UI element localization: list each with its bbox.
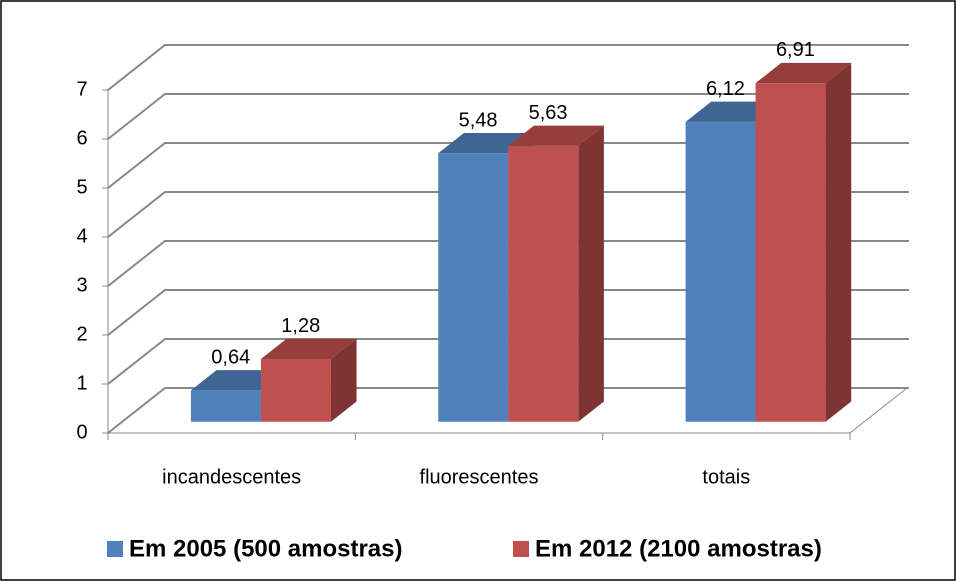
x-tick-label: fluorescentes [420,466,539,488]
bar [755,62,852,422]
value-label: 6,12 [706,78,745,100]
legend-swatch [107,541,123,557]
y-tick-label: 5 [76,176,87,198]
bar-top [260,338,357,360]
grid-line [107,338,909,385]
bar-side [825,62,852,422]
x-tick-label: incandescentes [162,466,301,488]
grid-line [107,387,909,434]
y-tick-label: 7 [76,78,87,100]
y-tick-label: 2 [76,323,87,345]
x-tick-label: totais [702,466,750,488]
bar-front [438,153,509,422]
value-label: 6,91 [776,39,815,61]
legend-label: Em 2005 (500 amostras) [129,535,403,562]
value-label: 1,28 [281,315,320,337]
bar-top [755,62,852,84]
legend-swatch [513,541,529,557]
y-tick-label: 4 [76,225,87,247]
y-tick-label: 6 [76,127,87,149]
value-label: 5,48 [459,109,498,131]
bar-front [685,121,756,422]
bar-front [260,359,331,422]
bar-side [330,338,357,422]
y-tick-label: 1 [76,372,87,394]
legend-label: Em 2012 (2100 amostras) [535,535,822,562]
y-tick-label: 0 [76,421,87,443]
bar-front [508,145,579,422]
bar [260,338,357,422]
value-label: 5,63 [529,102,568,124]
grid-line [107,44,909,91]
grid-line [107,191,909,238]
bar [508,125,604,422]
y-tick-label: 3 [76,274,87,296]
bar-side [578,125,604,422]
grid-line [107,142,909,189]
value-label: 0,64 [211,346,250,368]
bar-front [190,390,261,422]
grid-line [107,240,909,287]
bar-top [508,125,604,146]
bar-front [755,83,826,422]
grid-line [107,289,909,336]
grid-line [107,93,909,140]
